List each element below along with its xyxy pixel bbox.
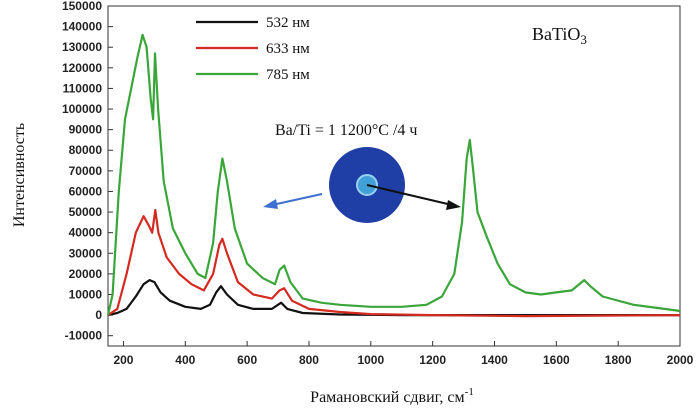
- legend-label: 633 нм: [266, 41, 310, 57]
- sample-label-text: BaTiO: [532, 24, 580, 44]
- pointer-arrow-right: [366, 184, 461, 210]
- y-tick-label: 140000: [62, 20, 102, 34]
- y-tick-label: 80000: [69, 143, 103, 157]
- x-axis-ticks: 200 400 600 800 1000 1200 1400 1600 1800 2000: [113, 341, 694, 367]
- sample-label-subscript: 3: [580, 32, 587, 47]
- y-tick-label: 20000: [69, 267, 103, 281]
- y-tick-label: 110000: [63, 81, 103, 95]
- plot-frame: [107, 5, 681, 347]
- x-tick-label: 1600: [543, 353, 570, 367]
- series-line-532: [107, 279, 680, 317]
- y-tick-label: 120000: [62, 61, 102, 75]
- x-axis-title-superscript: -1: [465, 386, 474, 398]
- y-tick-label: 60000: [69, 184, 103, 198]
- x-tick-label: 600: [237, 353, 257, 367]
- y-tick-label: 40000: [69, 226, 103, 240]
- y-tick-label: 0: [95, 308, 102, 322]
- y-axis-title: Интенсивность: [11, 123, 28, 227]
- y-tick-label: 10000: [69, 287, 103, 301]
- pointer-arrow-left: [263, 193, 323, 209]
- x-tick-label: 400: [175, 353, 195, 367]
- x-tick-label: 200: [113, 353, 133, 367]
- legend-label: 785 нм: [266, 67, 310, 83]
- y-tick-label: 70000: [69, 164, 103, 178]
- x-tick-label: 1200: [419, 353, 446, 367]
- y-axis-ticks: -10000 0 10000 20000 30000 40000 50000 60000 700…: [62, 0, 113, 343]
- legend: 532 нм 633 нм 785 нм: [196, 15, 310, 83]
- x-axis-title: Рамановский сдвиг, см-1: [310, 386, 474, 406]
- y-tick-label: 90000: [69, 123, 103, 137]
- sample-conditions-annotation: Ba/Ti = 1 1200°C /4 ч: [275, 122, 417, 139]
- y-tick-label: 130000: [62, 40, 102, 54]
- series-line-785: [106, 33, 681, 316]
- x-axis-title-text: Рамановский сдвиг, см: [310, 389, 464, 406]
- x-tick-label: 1000: [357, 353, 384, 367]
- y-tick-label: 100000: [62, 102, 102, 116]
- y-tick-label: 50000: [69, 205, 103, 219]
- legend-label: 532 нм: [266, 15, 310, 31]
- y-tick-label: 30000: [69, 246, 103, 260]
- series-lines: [106, 33, 681, 318]
- y-tick-label: 150000: [62, 0, 102, 13]
- x-tick-label: 1800: [605, 353, 632, 367]
- series-line-633: [107, 208, 681, 318]
- x-tick-label: 2000: [667, 353, 694, 367]
- plot-border: [107, 5, 681, 347]
- sample-label: BaTiO3: [532, 24, 587, 47]
- x-tick-label: 1400: [481, 353, 508, 367]
- x-tick-label: 800: [299, 353, 319, 367]
- y-tick-label: -10000: [65, 329, 103, 343]
